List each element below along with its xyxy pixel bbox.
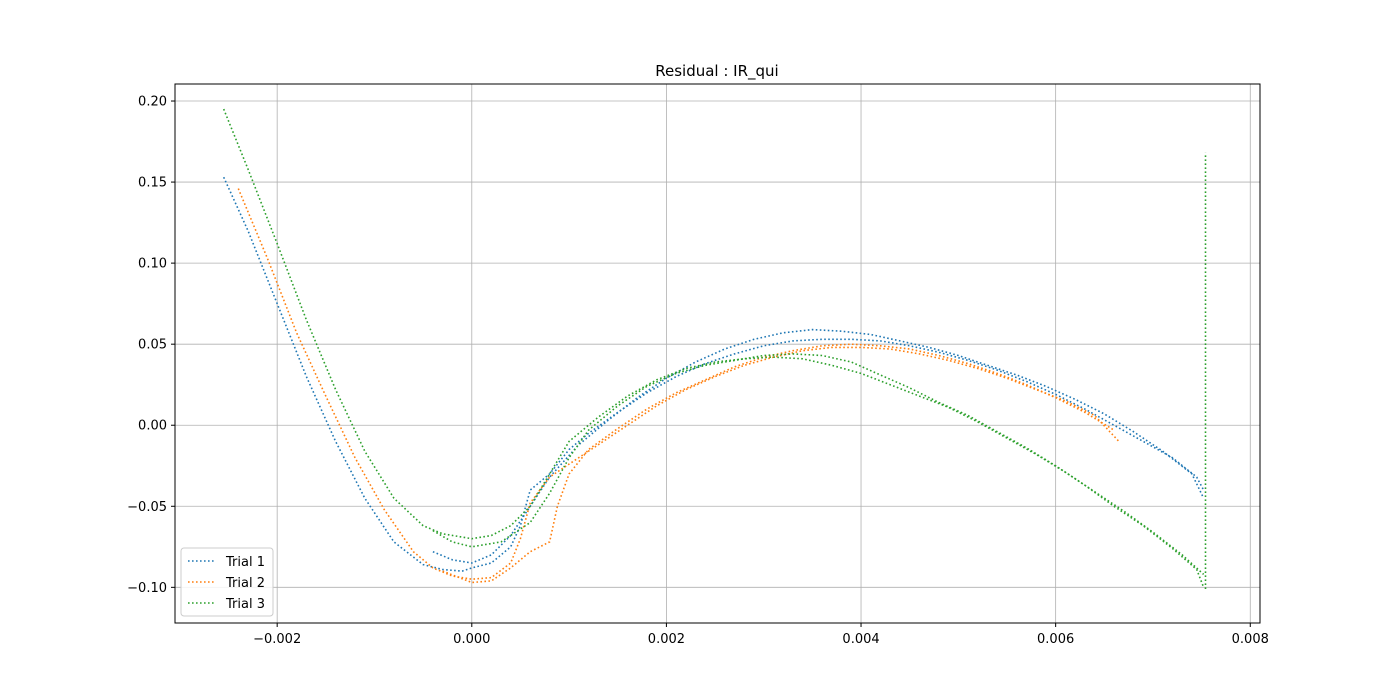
axes-frame bbox=[174, 83, 1261, 624]
x-axis: −0.002 0.000 0.002 0.004 0.006 0.008 bbox=[253, 623, 1269, 647]
y-tick-label: 0.00 bbox=[138, 419, 167, 434]
series-line-trial-1 bbox=[222, 176, 1205, 572]
y-tick-label: 0.05 bbox=[138, 338, 167, 353]
y-tick-label: 0.15 bbox=[138, 176, 167, 191]
chart-title: Residual : IR_qui bbox=[655, 62, 778, 81]
legend: Trial 1 Trial 2 Trial 3 bbox=[180, 547, 274, 617]
y-tick-label: 0.10 bbox=[138, 257, 167, 272]
legend-label-trial-3: Trial 3 bbox=[225, 597, 265, 612]
legend-box bbox=[180, 547, 274, 617]
x-tick-label: −0.002 bbox=[253, 632, 301, 647]
y-tick-label: 0.20 bbox=[138, 95, 167, 110]
x-tick-label: 0.008 bbox=[1232, 632, 1269, 647]
y-tick-label: −0.05 bbox=[127, 500, 167, 515]
grid bbox=[175, 84, 1260, 623]
legend-label-trial-2: Trial 2 bbox=[225, 576, 265, 591]
x-tick-label: 0.006 bbox=[1037, 632, 1074, 647]
x-tick-label: 0.004 bbox=[842, 632, 879, 647]
y-tick-label: −0.10 bbox=[127, 581, 167, 596]
x-tick-label: 0.000 bbox=[453, 632, 490, 647]
series-line-trial-3 bbox=[432, 353, 1205, 588]
series-line-trial-3 bbox=[222, 108, 1205, 575]
legend-label-trial-1: Trial 1 bbox=[225, 555, 265, 570]
y-axis: −0.10 −0.05 0.00 0.05 0.10 0.15 0.20 bbox=[127, 95, 175, 596]
x-tick-label: 0.002 bbox=[648, 632, 685, 647]
series-line-trial-2 bbox=[237, 188, 1120, 581]
series-layer bbox=[222, 108, 1207, 589]
